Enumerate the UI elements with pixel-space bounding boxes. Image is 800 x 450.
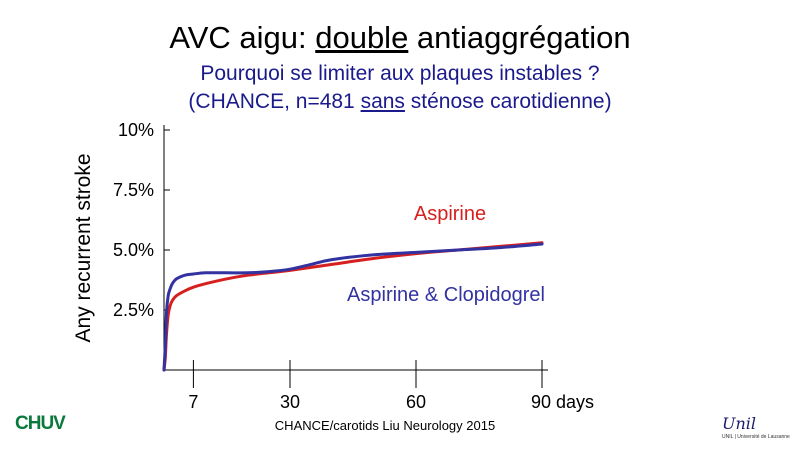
title-pre: AVC aigu:: [169, 20, 316, 55]
subtitle-study: (CHANCE, n=481 sans sténose carotidienne…: [0, 90, 800, 114]
chuv-logo: CHUV: [15, 413, 66, 434]
series-line-aspirine-clopidogrel: [162, 242, 544, 372]
x-tick-label: 30: [280, 392, 300, 412]
y-tick-label: 7.5%: [113, 180, 154, 200]
citation-footer: CHANCE/carotids Liu Neurology 2015: [274, 418, 496, 433]
y-axis-label: Any recurrent stroke: [72, 153, 95, 342]
title-post: antiaggrégation: [408, 20, 631, 55]
x-tick-label: 7: [188, 392, 198, 412]
unil-logo: Unil UNIL | Université de Lausanne: [722, 414, 792, 440]
y-tick-label: 10%: [118, 120, 154, 140]
unil-logo-caption: UNIL | Université de Lausanne: [722, 434, 790, 440]
series-label-aspirine: Aspirine: [414, 203, 486, 225]
title-underlined: double: [315, 20, 409, 55]
y-tick-label: 2.5%: [113, 300, 154, 320]
series-label-aspirine-clopidogrel: Aspirine & Clopidogrel: [347, 284, 545, 306]
subtitle2-post: sténose carotidienne): [404, 90, 612, 113]
x-tick-label: 60: [406, 392, 426, 412]
series-line-aspirine: [162, 241, 544, 372]
y-tick-label: 5.0%: [113, 240, 154, 260]
x-tick-label: 90 days: [531, 392, 594, 412]
slide-title: AVC aigu: double antiaggrégation: [0, 20, 800, 56]
subtitle-question: Pourquoi se limiter aux plaques instable…: [200, 62, 600, 85]
subtitle2-pre: (CHANCE, n=481: [188, 90, 361, 113]
unil-logo-script: Unil: [722, 414, 757, 433]
subtitle2-underlined: sans: [360, 90, 405, 113]
